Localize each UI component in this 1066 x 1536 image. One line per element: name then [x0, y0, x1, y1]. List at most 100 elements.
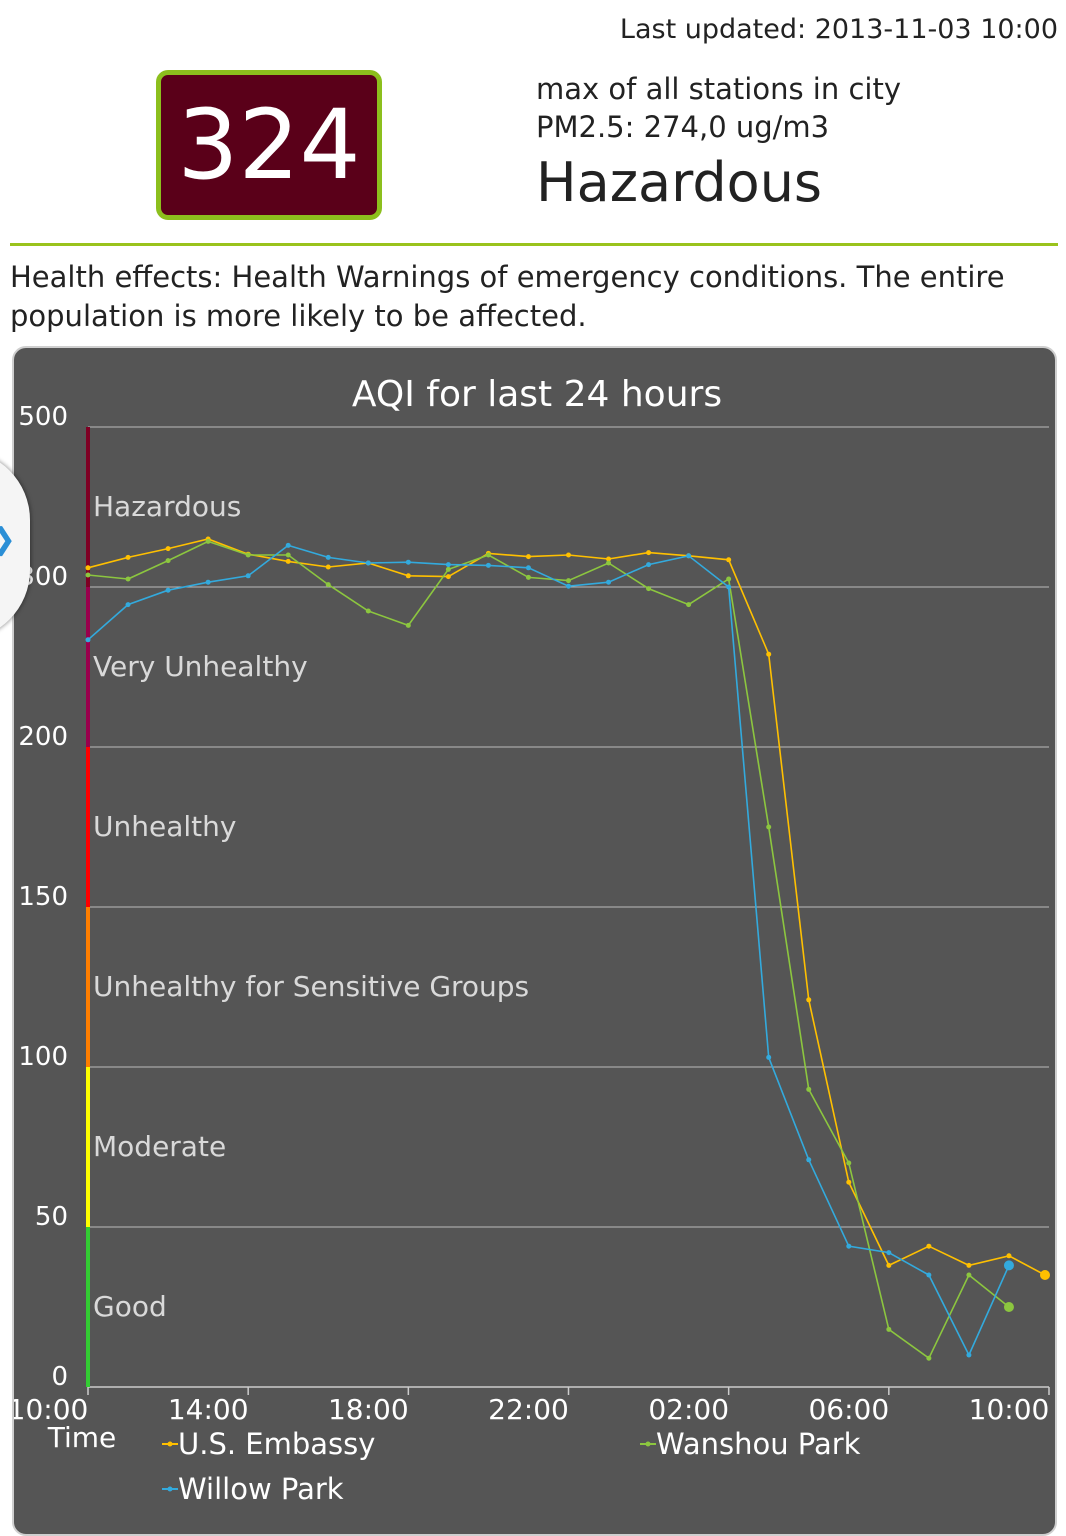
data-point: [686, 602, 692, 608]
data-point: [566, 578, 571, 584]
x-tick-label: 18:00: [328, 1393, 409, 1426]
data-point: [1003, 1302, 1014, 1312]
data-point: [245, 573, 251, 579]
series-line: [87, 544, 1010, 1357]
last-updated: Last updated: 2013-11-03 10:00: [619, 14, 1058, 45]
data-point: [806, 1157, 812, 1163]
data-point: [125, 576, 131, 582]
band-label: Moderate: [93, 1130, 226, 1163]
data-point: [766, 651, 772, 657]
data-point: [726, 576, 732, 582]
data-point: [726, 557, 732, 563]
chevron-right-icon: ❯: [0, 522, 16, 557]
data-point: [646, 586, 652, 592]
data-point: [525, 565, 531, 571]
legend-label: Wanshou Park: [656, 1427, 861, 1461]
aqi-value: 324: [177, 89, 361, 201]
data-point: [365, 560, 371, 566]
data-point: [926, 1272, 932, 1278]
data-point: [165, 587, 171, 593]
aqi-info: max of all stations in city PM2.5: 274,0…: [536, 70, 901, 218]
data-point: [686, 553, 692, 559]
data-point: [566, 583, 571, 589]
data-point: [766, 824, 772, 830]
legend-label: U.S. Embassy: [178, 1427, 375, 1461]
legend-label: Willow Park: [178, 1472, 344, 1506]
y-tick-label: 50: [35, 1202, 68, 1232]
data-point: [806, 997, 812, 1003]
data-point: [405, 573, 411, 579]
data-point: [646, 550, 652, 556]
data-point: [1003, 1260, 1014, 1271]
data-point: [886, 1250, 892, 1256]
data-point: [125, 602, 131, 608]
data-point: [325, 582, 331, 588]
data-point: [886, 1262, 892, 1268]
data-point: [966, 1262, 972, 1268]
data-point: [205, 579, 211, 585]
data-point: [1006, 1253, 1012, 1259]
data-point: [445, 574, 451, 580]
x-tick-label: 06:00: [808, 1393, 889, 1426]
x-axis-label: Time: [47, 1421, 117, 1454]
data-point: [846, 1179, 852, 1185]
band-label: Unhealthy: [93, 810, 236, 843]
divider: [10, 243, 1058, 246]
data-point: [445, 562, 451, 568]
data-point: [165, 546, 171, 552]
data-point: [525, 574, 531, 580]
band-label: Unhealthy for Sensitive Groups: [93, 970, 529, 1003]
series-line: [87, 540, 1010, 1360]
data-point: [365, 608, 371, 614]
data-point: [766, 1054, 772, 1060]
data-point: [285, 558, 291, 564]
data-point: [445, 566, 451, 572]
data-point: [205, 538, 211, 544]
data-point: [966, 1352, 972, 1358]
y-tick-label: 200: [18, 722, 68, 752]
data-point: [806, 1086, 812, 1092]
data-point: [325, 554, 331, 560]
data-point: [285, 552, 291, 558]
data-point: [846, 1160, 852, 1166]
data-point: [485, 562, 491, 568]
band-label: Very Unhealthy: [93, 650, 308, 683]
aqi-level: Hazardous: [536, 151, 823, 214]
data-point: [606, 560, 612, 566]
scope-text: max of all stations in city: [536, 72, 901, 106]
band-label: Hazardous: [93, 490, 241, 523]
data-point: [485, 552, 491, 558]
data-point: [646, 562, 652, 568]
data-point: [325, 564, 331, 570]
data-point: [566, 552, 571, 558]
data-point: [846, 1243, 852, 1249]
x-tick-label: 22:00: [488, 1393, 569, 1426]
data-point: [926, 1355, 932, 1361]
y-tick-label: 100: [18, 1042, 68, 1072]
data-point: [926, 1243, 932, 1249]
data-point: [726, 584, 732, 590]
aqi-value-box: 324: [156, 70, 382, 220]
x-tick-label: 10:00: [969, 1393, 1050, 1426]
legend-dot: [167, 1486, 173, 1492]
health-effects: Health effects: Health Warnings of emerg…: [10, 260, 1005, 333]
data-point: [85, 572, 91, 578]
x-tick-label: 14:00: [168, 1393, 249, 1426]
chart-title: AQI for last 24 hours: [352, 374, 722, 415]
y-tick-label: 0: [51, 1362, 68, 1392]
pm25-text: PM2.5: 274,0 ug/m3: [536, 110, 830, 144]
data-point: [525, 554, 531, 560]
data-point: [966, 1272, 972, 1278]
y-tick-label: 150: [18, 882, 68, 912]
data-point: [285, 542, 291, 548]
legend-dot: [645, 1441, 651, 1447]
aqi-chart: AQI for last 24 hours 0 50 100 150 200 300 500 G…: [12, 346, 1057, 1536]
aqi-chart-svg: AQI for last 24 hours050100150200300500G…: [14, 374, 1050, 1506]
legend-dot: [167, 1441, 173, 1447]
data-point: [85, 565, 91, 571]
data-point: [606, 556, 612, 562]
data-point: [405, 559, 411, 565]
x-tick-label: 10:00: [14, 1393, 88, 1426]
y-tick-label: 500: [18, 402, 68, 432]
data-point: [606, 579, 612, 585]
